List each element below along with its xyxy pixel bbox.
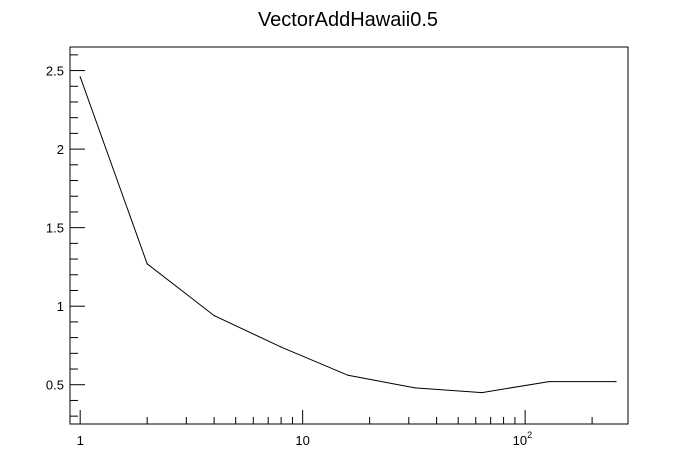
axes: 0.511.522.51 10 210 — [46, 54, 593, 448]
data-point — [280, 346, 282, 348]
data-point — [347, 374, 349, 376]
y-tick-label: 1 — [57, 299, 64, 314]
x-tick-label: 1 — [77, 433, 84, 448]
y-tick-label: 1.5 — [46, 221, 64, 236]
data-point — [213, 315, 215, 317]
chart-title: VectorAddHawaii0.5 — [258, 9, 438, 31]
plot-frame — [69, 46, 629, 425]
data-point — [481, 391, 483, 394]
y-tick-label: 2.5 — [46, 64, 64, 79]
data-point — [548, 380, 550, 383]
x-tick-exponent: 2 — [527, 430, 532, 440]
data-point — [79, 76, 81, 78]
y-tick-label: 2 — [57, 142, 64, 157]
series-group — [79, 76, 617, 394]
series-line — [79, 76, 616, 394]
data-point — [615, 380, 617, 383]
data-point — [414, 387, 416, 389]
data-point — [146, 263, 148, 265]
x-tick-label: 10 — [295, 433, 309, 448]
y-tick-label: 0.5 — [46, 378, 64, 393]
x-tick-label: 10 — [513, 433, 527, 448]
